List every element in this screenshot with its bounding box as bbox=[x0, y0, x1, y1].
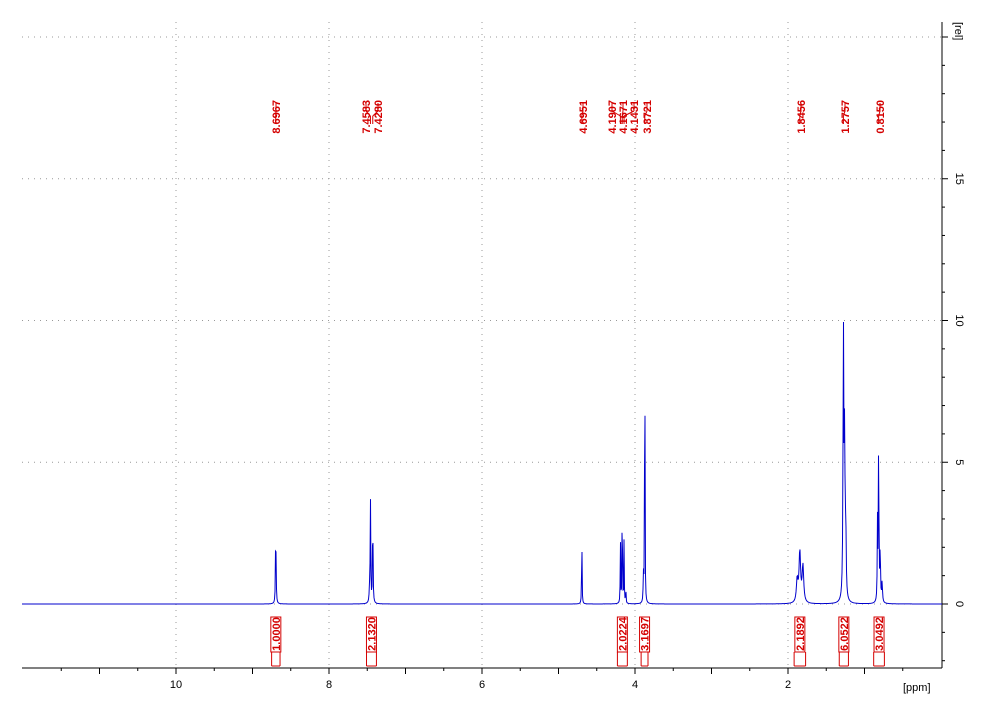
integral-marker: 2.0224 bbox=[616, 616, 629, 667]
integral-value-label: 2.1320 bbox=[366, 617, 378, 651]
integral-value-label: 1.0000 bbox=[271, 617, 283, 651]
peak-label-text: 4.1907 bbox=[607, 100, 619, 134]
integral-value-label: 3.1697 bbox=[640, 617, 652, 651]
peak-label: 1.8456 bbox=[796, 100, 808, 134]
peak-label-layer: 8.6967 7.4583 7.4280 4.6951 4.1907 4.1671 4.14… bbox=[271, 100, 887, 134]
peak-label: 8.6967 bbox=[271, 100, 283, 134]
integral-marker: 3.1697 bbox=[639, 616, 652, 667]
x-tick-label: 6 bbox=[479, 679, 485, 691]
peak-label: 7.4583 bbox=[361, 100, 373, 134]
tick-layer: 10 8 6 4 2 0 5 10 15 bbox=[60, 36, 965, 691]
peak-leader-line bbox=[621, 110, 624, 117]
integral-label-box bbox=[616, 616, 628, 653]
peak-label: 1.2757 bbox=[840, 100, 852, 134]
integral-label-box bbox=[270, 616, 282, 653]
peak-leader-line bbox=[365, 110, 371, 117]
peak-leader-line bbox=[581, 110, 584, 117]
integral-label-box bbox=[365, 616, 377, 653]
integral-marker: 2.1892 bbox=[793, 616, 807, 667]
x-axis-label: [ppm] bbox=[903, 682, 931, 694]
peak-label-text: 1.2757 bbox=[840, 100, 852, 134]
axis-layer: [ppm] [rel] bbox=[22, 22, 964, 694]
y-axis-label: [rel] bbox=[952, 22, 964, 40]
peak-label: 0.8150 bbox=[875, 100, 887, 134]
peak-leader-line bbox=[878, 110, 881, 117]
peak-label-text: 7.4280 bbox=[373, 100, 385, 134]
x-tick-label: 10 bbox=[170, 679, 182, 691]
peak-leader-line bbox=[372, 110, 379, 117]
x-tick-label: 2 bbox=[785, 679, 791, 691]
integral-marker: 3.0492 bbox=[873, 616, 886, 667]
peak-label: 4.6951 bbox=[578, 100, 590, 134]
y-tick-label: 0 bbox=[953, 601, 965, 607]
peak-label-text: 7.4583 bbox=[361, 100, 373, 134]
spectrum-layer bbox=[22, 322, 943, 605]
integral-label-box bbox=[838, 616, 850, 653]
y-tick-label: 10 bbox=[953, 314, 965, 326]
peak-leader-line bbox=[611, 110, 621, 117]
spectrum-trace bbox=[22, 322, 943, 605]
integral-marker: 1.0000 bbox=[270, 616, 283, 667]
y-tick-label: 15 bbox=[953, 173, 965, 185]
peak-label: 4.1431 bbox=[623, 100, 641, 134]
peak-label-text: 8.6967 bbox=[271, 100, 283, 134]
peak-label-text: 3.8721 bbox=[642, 100, 654, 134]
peak-label: 3.8721 bbox=[642, 100, 654, 134]
integral-label-box bbox=[794, 616, 806, 653]
integral-label-box bbox=[639, 616, 651, 653]
peak-label-text: 4.1431 bbox=[629, 100, 641, 134]
integral-layer: 1.0000 2.1320 2.0224 3.1697 2.1892 6.0522 3.04… bbox=[270, 616, 886, 667]
integral-label-box bbox=[873, 616, 885, 653]
x-tick-label: 4 bbox=[632, 679, 638, 691]
y-tick-label: 5 bbox=[953, 459, 965, 465]
peak-leader-line bbox=[842, 110, 846, 117]
integral-marker: 6.0522 bbox=[838, 616, 851, 667]
x-tick-label: 8 bbox=[326, 679, 332, 691]
integral-marker: 2.1320 bbox=[365, 616, 378, 667]
peak-leader-line bbox=[799, 110, 802, 117]
peak-label-text: 4.6951 bbox=[578, 100, 590, 134]
peak-leader-line bbox=[623, 110, 635, 117]
peak-label-text: 0.8150 bbox=[875, 100, 887, 134]
peak-leader-line bbox=[644, 110, 648, 117]
integral-value-label: 3.0492 bbox=[874, 617, 886, 651]
peak-label-text: 1.8456 bbox=[796, 100, 808, 134]
integral-value-label: 2.1892 bbox=[795, 617, 807, 651]
peak-label: 4.1907 bbox=[607, 100, 621, 134]
peak-label: 7.4280 bbox=[372, 100, 385, 134]
integral-value-label: 2.0224 bbox=[617, 616, 629, 651]
integral-value-label: 6.0522 bbox=[839, 617, 851, 651]
